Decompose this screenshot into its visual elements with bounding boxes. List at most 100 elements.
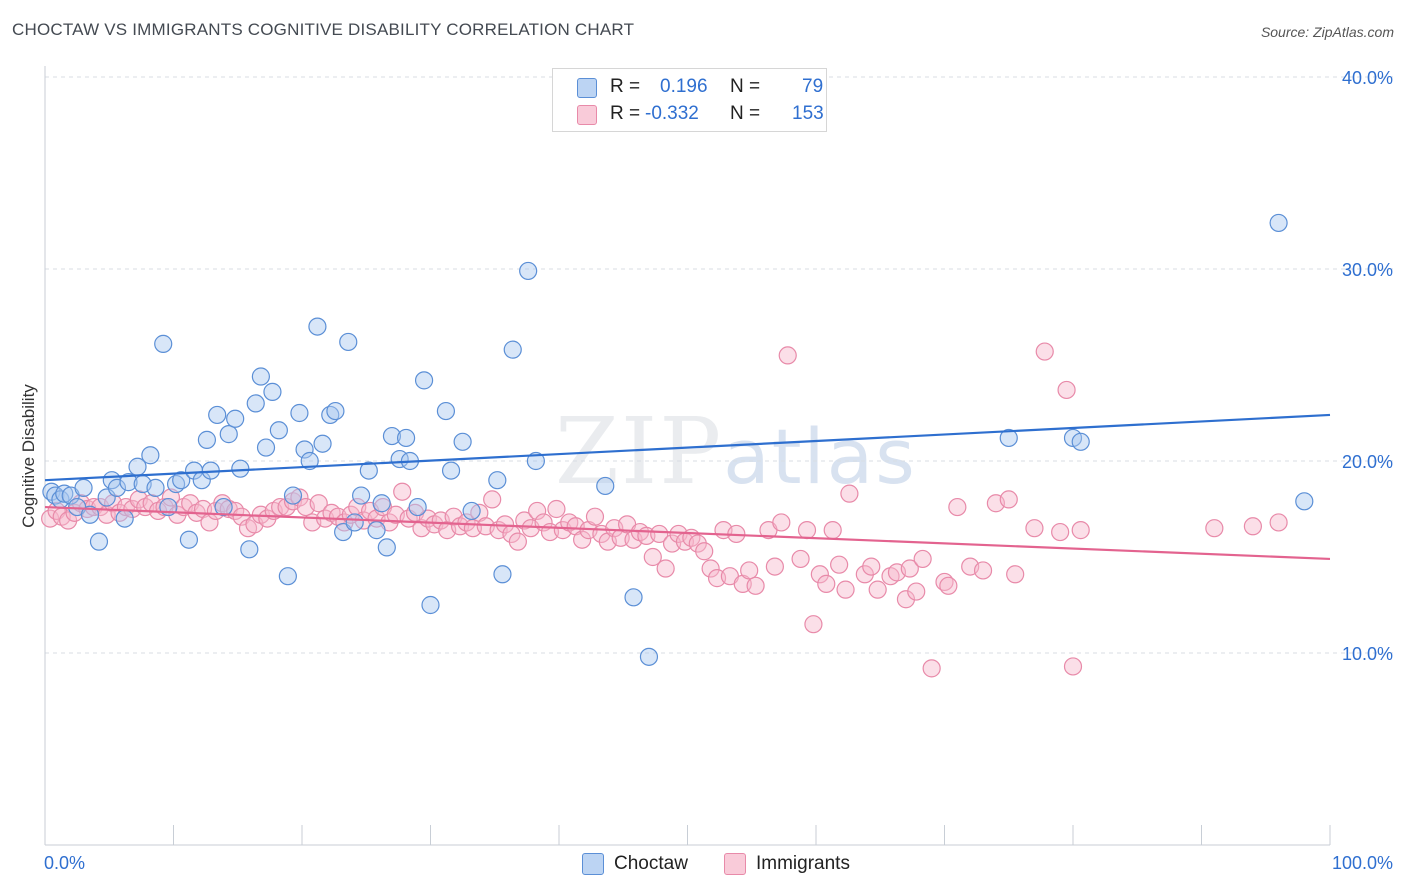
immigrants-point	[573, 530, 592, 549]
choctaw-point	[382, 426, 402, 446]
choctaw-point	[278, 567, 297, 586]
choctaw-point	[441, 461, 461, 480]
choctaw-point	[119, 473, 138, 492]
watermark: ZIPatlas	[555, 398, 917, 505]
choctaw-point	[1269, 213, 1288, 233]
immigrants-point	[528, 501, 547, 521]
immigrants-point	[896, 590, 916, 609]
immigrants-point	[778, 346, 797, 365]
immigrants-point	[797, 521, 817, 540]
x-tick-label: 100.0%	[1332, 853, 1393, 873]
choctaw-point	[462, 501, 481, 521]
immigrants-point	[585, 507, 605, 526]
immigrants-point	[1269, 513, 1288, 532]
immigrants-point	[1063, 657, 1083, 676]
choctaw-point	[367, 521, 386, 540]
immigrants-point	[913, 549, 932, 569]
immigrants-point	[948, 497, 967, 517]
choctaw-point	[493, 565, 512, 584]
choctaw-swatch	[582, 853, 604, 875]
source-credit: Source: ZipAtlas.com	[1260, 24, 1394, 40]
choctaw-point	[295, 440, 314, 459]
choctaw-point	[308, 317, 327, 336]
legend-r-label: R =	[610, 103, 641, 124]
legend-n-value: 153	[792, 103, 824, 124]
immigrants-point	[1071, 521, 1090, 540]
y-axis-title: Cognitive Disability	[19, 384, 38, 528]
choctaw-point	[141, 446, 160, 465]
y-tick-label: 10.0%	[1342, 644, 1393, 664]
legend-n-value: 79	[802, 76, 824, 97]
choctaw-swatch	[577, 78, 597, 98]
watermark-zip: ZIP	[555, 398, 724, 505]
choctaw-point	[80, 505, 100, 524]
choctaw-point	[179, 530, 199, 549]
immigrants-point	[483, 490, 502, 509]
choctaw-point	[240, 540, 259, 559]
choctaw-point	[214, 497, 233, 517]
immigrants-point	[547, 499, 566, 519]
choctaw-point	[146, 478, 165, 497]
choctaw-point	[300, 451, 319, 471]
immigrants-point	[309, 494, 328, 513]
choctaw-point	[283, 486, 303, 505]
choctaw-point	[115, 509, 134, 528]
immigrants-point	[804, 615, 823, 634]
choctaw-point	[408, 497, 427, 517]
choctaw-point	[326, 401, 345, 421]
legend-n-label: N =	[730, 76, 761, 97]
immigrants-point	[746, 576, 765, 595]
legend-n-label: N =	[730, 103, 761, 124]
trend-lines	[44, 413, 1331, 561]
choctaw-point	[421, 595, 440, 615]
immigrants-point	[508, 532, 527, 551]
immigrants-point	[900, 559, 919, 578]
choctaw-point	[999, 428, 1018, 448]
immigrants-swatch	[577, 105, 597, 125]
immigrants-point	[999, 490, 1018, 509]
legend-r-value: 0.196	[660, 76, 708, 97]
legend-r-label: R =	[610, 76, 641, 97]
immigrants-point	[650, 524, 669, 544]
immigrants-point	[740, 561, 759, 580]
choctaw-point	[256, 438, 276, 457]
immigrants-point	[922, 659, 941, 678]
immigrants-point	[862, 557, 881, 576]
choctaw-point	[596, 476, 615, 496]
immigrants-point	[656, 559, 675, 578]
x-tick-label: 0.0%	[44, 853, 85, 873]
immigrants-point	[836, 580, 855, 599]
immigrants-point	[791, 549, 810, 569]
immigrants-point	[701, 559, 720, 578]
immigrants-point	[939, 576, 958, 595]
y-tick-label: 40.0%	[1342, 68, 1393, 88]
choctaw-point	[519, 261, 538, 281]
choctaw-point	[1071, 432, 1090, 451]
immigrants-point	[290, 488, 309, 507]
immigrants-point	[810, 565, 829, 584]
immigrants-trend-line	[44, 505, 1331, 561]
axis-labels: 10.0% 20.0% 30.0% 40.0% 0.0% 100.0% Cognitive …	[19, 68, 1393, 873]
immigrants-point	[393, 482, 412, 501]
immigrants-point	[1243, 517, 1263, 536]
choctaw-point	[197, 430, 217, 449]
choctaw-point	[488, 471, 507, 490]
choctaw-point	[377, 538, 396, 557]
choctaw-point	[396, 428, 416, 448]
choctaw-point	[208, 405, 227, 425]
watermark-atlas: atlas	[723, 412, 917, 501]
immigrants-point	[1025, 519, 1044, 538]
choctaw-point	[89, 532, 109, 551]
grid-lines	[45, 76, 1395, 654]
choctaw-point	[352, 486, 371, 505]
immigrants-point	[643, 547, 662, 567]
choctaw-trend-line	[44, 413, 1331, 482]
axes	[44, 66, 1331, 846]
immigrants-point	[840, 484, 859, 503]
choctaw-point	[639, 647, 659, 666]
choctaw-point	[251, 367, 270, 386]
immigrants-point	[868, 580, 887, 599]
bottom-legend-label: Choctaw	[614, 853, 688, 874]
choctaw-point	[503, 340, 522, 359]
